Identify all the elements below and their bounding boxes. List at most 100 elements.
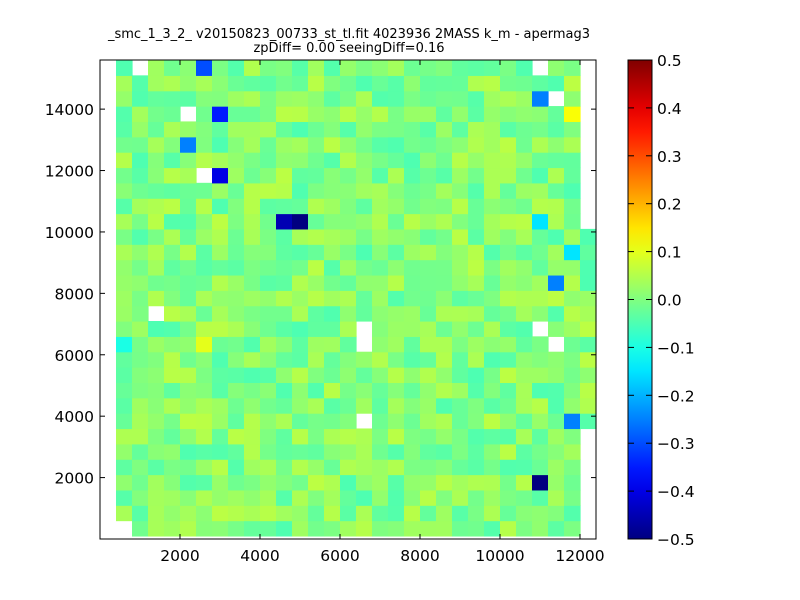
heatmap-cell	[436, 459, 453, 476]
heatmap-cell	[340, 520, 357, 537]
heatmap-cell	[228, 351, 245, 368]
heatmap-cell	[324, 443, 341, 460]
heatmap-cell	[116, 290, 133, 307]
heatmap-cell	[452, 336, 469, 353]
heatmap-cell	[388, 474, 405, 491]
heatmap-cell	[372, 228, 389, 245]
heatmap-cell	[260, 505, 277, 522]
heatmap-cell	[500, 520, 517, 537]
heatmap-cell	[420, 367, 437, 383]
heatmap-cell	[340, 443, 357, 460]
heatmap-cell	[212, 305, 229, 322]
heatmap-cell	[308, 274, 325, 291]
heatmap-cell	[452, 198, 469, 215]
heatmap-cell	[436, 443, 453, 460]
heatmap-cell	[180, 182, 197, 199]
heatmap-cell	[372, 367, 389, 383]
heatmap-cell	[468, 259, 485, 276]
heatmap-cell	[404, 60, 421, 76]
heatmap-cell	[356, 274, 373, 291]
heatmap-cell	[308, 443, 325, 460]
heatmap-cell	[500, 167, 517, 184]
x-tick-label: 4000	[240, 547, 279, 565]
heatmap-cell	[356, 489, 373, 506]
heatmap-cell	[116, 60, 133, 76]
heatmap-cell	[260, 351, 277, 368]
heatmap-cell	[468, 428, 485, 445]
heatmap-cell	[372, 382, 389, 399]
heatmap-cell	[244, 136, 261, 153]
heatmap-cell	[388, 228, 405, 245]
heatmap-cell	[516, 152, 533, 169]
heatmap-cell	[548, 121, 565, 138]
heatmap-cell	[116, 459, 133, 476]
heatmap-cell	[148, 136, 165, 153]
heatmap-cell	[484, 75, 501, 92]
heatmap-cell	[532, 459, 549, 476]
heatmap-cell	[420, 413, 437, 430]
heatmap-cell	[292, 182, 309, 199]
heatmap-cell	[532, 489, 549, 506]
heatmap-cell	[340, 90, 357, 107]
heatmap-cell	[564, 474, 581, 491]
heatmap-cell	[484, 182, 501, 199]
heatmap-cell	[148, 489, 165, 506]
heatmap-cell	[164, 290, 181, 307]
heatmap-cell	[532, 136, 549, 153]
heatmap-cell	[212, 198, 229, 215]
heatmap-cell	[212, 413, 229, 430]
heatmap-cell	[116, 505, 133, 522]
heatmap-cell	[404, 259, 421, 276]
heatmap-cell	[292, 305, 309, 322]
heatmap-cell	[292, 136, 309, 153]
heatmap-cell	[308, 397, 325, 414]
heatmap-cell	[196, 428, 213, 445]
heatmap-cell	[308, 305, 325, 322]
heatmap-cell	[436, 121, 453, 138]
heatmap-cell	[516, 244, 533, 261]
heatmap-cell	[324, 459, 341, 476]
heatmap-cell	[372, 443, 389, 460]
heatmap-cell	[260, 136, 277, 153]
heatmap-cell	[164, 152, 181, 169]
heatmap-cell	[500, 443, 517, 460]
heatmap-cell	[532, 505, 549, 522]
heatmap-cell	[372, 351, 389, 368]
heatmap-cell	[516, 367, 533, 383]
heatmap-cell	[420, 90, 437, 107]
heatmap-cell	[580, 244, 597, 261]
heatmap-cell	[212, 443, 229, 460]
heatmap-cell	[420, 382, 437, 399]
heatmap-cell	[468, 136, 485, 153]
heatmap-cell	[132, 152, 149, 169]
x-tick-label: 8000	[400, 547, 439, 565]
heatmap-cell	[580, 367, 597, 383]
heatmap-cell	[564, 520, 581, 537]
heatmap-cell	[244, 121, 261, 138]
heatmap-cell	[564, 274, 581, 291]
heatmap-cell	[500, 351, 517, 368]
heatmap-cell	[308, 520, 325, 537]
heatmap-cell	[356, 75, 373, 92]
y-axis: 2000 4000 6000 8000 10000 12000 14000	[45, 101, 596, 488]
heatmap-cell	[260, 244, 277, 261]
heatmap-cell	[356, 305, 373, 322]
heatmap-cell	[324, 167, 341, 184]
heatmap-cell	[516, 213, 533, 230]
heatmap-cell	[372, 520, 389, 537]
heatmap-cell	[500, 198, 517, 215]
heatmap-cell	[468, 443, 485, 460]
heatmap-cell	[292, 351, 309, 368]
heatmap-cell	[164, 351, 181, 368]
heatmap-cell	[196, 520, 213, 537]
heatmap-cell	[340, 290, 357, 307]
heatmap-cell	[228, 474, 245, 491]
heatmap-cell	[404, 198, 421, 215]
heatmap-cell	[564, 320, 581, 337]
heatmap-cell	[292, 397, 309, 414]
colorbar: 0.5 0.4 0.3 0.2 0.1 0.0 −0.1 −0.2 −0.3 −0.4 −0.5	[627, 52, 695, 549]
heatmap-cell	[340, 413, 357, 430]
heatmap-cell	[388, 167, 405, 184]
heatmap-cell	[548, 382, 565, 399]
heatmap-cell	[580, 336, 597, 353]
